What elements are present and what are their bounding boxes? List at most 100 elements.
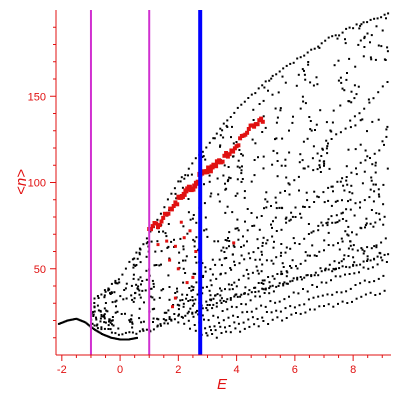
black-point: [354, 148, 357, 151]
red-point: [176, 267, 180, 271]
black-point: [215, 305, 218, 308]
black-point: [145, 242, 148, 245]
black-point: [375, 212, 378, 215]
black-point: [346, 233, 349, 236]
black-point: [229, 177, 232, 180]
black-point: [211, 333, 214, 335]
black-point: [364, 224, 367, 227]
black-point: [109, 336, 112, 339]
black-point: [177, 321, 180, 324]
black-point: [124, 331, 127, 334]
black-point: [373, 245, 376, 248]
black-point: [297, 73, 300, 76]
black-point: [224, 182, 226, 185]
black-point: [278, 300, 281, 303]
black-point: [176, 303, 179, 306]
black-point: [318, 46, 321, 49]
black-point: [341, 211, 344, 214]
black-point: [273, 240, 275, 243]
black-point: [139, 296, 142, 299]
black-point: [96, 323, 99, 326]
black-point: [182, 225, 185, 228]
black-point: [176, 287, 178, 290]
black-point: [116, 310, 119, 313]
black-point: [310, 129, 313, 132]
black-point: [194, 157, 197, 160]
black-point: [205, 146, 208, 149]
x-tick-label: -2: [57, 364, 67, 376]
black-point: [241, 311, 244, 314]
black-point: [93, 310, 96, 313]
black-point: [285, 275, 288, 278]
black-point: [240, 153, 243, 155]
black-point: [306, 51, 309, 54]
black-point: [233, 295, 236, 298]
black-point: [275, 201, 278, 204]
black-point: [158, 296, 161, 299]
black-point: [104, 334, 107, 337]
black-point: [236, 165, 239, 168]
red-point: [245, 130, 250, 135]
black-point: [233, 245, 236, 248]
black-point: [122, 338, 124, 341]
black-point: [285, 282, 288, 285]
black-point: [222, 122, 225, 125]
black-point: [178, 261, 181, 264]
black-point: [236, 192, 239, 195]
black-point: [374, 171, 377, 174]
black-point: [103, 307, 106, 310]
black-point: [212, 137, 215, 140]
black-point: [162, 230, 165, 233]
black-point: [215, 336, 218, 339]
black-point: [115, 337, 117, 340]
black-point: [237, 229, 240, 232]
black-point: [176, 290, 179, 293]
black-point: [282, 282, 285, 285]
black-point: [369, 188, 372, 191]
black-point: [341, 177, 344, 180]
black-point: [272, 220, 274, 223]
black-point: [338, 248, 341, 251]
black-point: [367, 98, 370, 101]
black-point: [131, 337, 134, 340]
black-point: [177, 314, 180, 317]
black-point: [276, 273, 279, 275]
black-point: [331, 185, 334, 188]
black-point: [120, 338, 123, 341]
black-point: [279, 254, 282, 257]
black-point: [317, 229, 320, 232]
black-point: [220, 249, 223, 252]
black-point: [251, 316, 254, 319]
black-point: [162, 288, 165, 291]
black-point: [142, 329, 145, 332]
black-point: [343, 189, 346, 192]
black-point: [312, 296, 315, 299]
black-point: [233, 281, 236, 284]
red-point: [252, 124, 257, 129]
black-point: [366, 155, 369, 158]
black-point: [383, 253, 386, 256]
black-point: [146, 241, 149, 244]
black-point: [195, 221, 198, 224]
red-point: [231, 149, 236, 154]
black-point: [166, 322, 169, 325]
black-point: [311, 244, 314, 247]
black-point: [247, 318, 250, 321]
black-point: [156, 218, 159, 221]
black-point: [131, 321, 134, 324]
black-point: [114, 311, 117, 314]
black-point: [327, 218, 330, 221]
black-point: [312, 230, 315, 233]
black-point: [97, 309, 100, 312]
black-point: [232, 155, 234, 158]
red-point: [156, 243, 160, 247]
black-point: [387, 253, 390, 256]
black-point: [194, 272, 197, 275]
black-point: [209, 195, 212, 198]
black-point: [195, 236, 198, 239]
black-point: [110, 291, 113, 294]
black-point: [93, 297, 96, 300]
black-point: [380, 45, 383, 48]
black-point: [168, 298, 171, 301]
black-point: [323, 249, 325, 252]
